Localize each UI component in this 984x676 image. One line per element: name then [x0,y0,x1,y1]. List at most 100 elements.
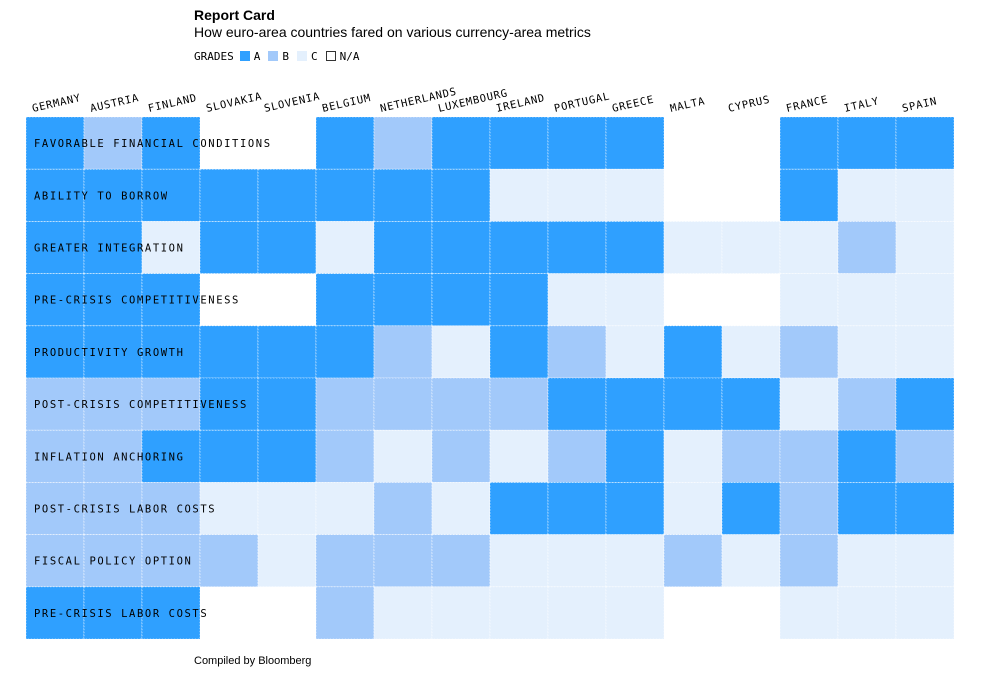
country-label: CYPRUS [727,94,771,115]
heatmap-cell [779,429,839,483]
heatmap-cells [25,116,955,640]
heatmap-cell [315,221,375,274]
heatmap-cell [257,534,317,588]
heatmap-cell [664,586,722,639]
heatmap-cell [663,429,723,483]
heatmap-cell [258,117,316,170]
heatmap-cell [779,168,839,222]
heatmap-cell [664,273,722,326]
heatmap-cell [721,482,781,535]
heatmap-cell [373,534,433,588]
heatmap-cell [257,377,317,431]
heatmap-cell [83,429,143,483]
heatmap-cell [431,482,491,535]
heatmap-cell [895,534,955,588]
heatmap-cell [431,116,491,170]
metric-label: PRODUCTIVITY GROWTH [34,347,185,359]
heatmap-cell [315,482,375,535]
heatmap-cell [200,273,258,326]
heatmap-cell [315,429,375,483]
heatmap-cell [25,534,85,588]
metric-labels: FAVORABLE FINANCIAL CONDITIONS ABILITY TO… [34,138,272,620]
heatmap-cell [779,273,839,327]
heatmap-cell [373,116,433,170]
heatmap-cell [895,586,955,640]
heatmap-cell [721,221,781,274]
metric-label: PRE-CRISIS COMPETITIVENESS [34,295,240,307]
heatmap-cell [837,429,897,483]
heatmap-cell [837,377,897,431]
heatmap-cell [779,221,839,274]
heatmap-cell [25,429,85,483]
legend-swatch-a [239,51,250,61]
heatmap-cell [258,586,316,639]
metric-label: POST-CRISIS COMPETITIVENESS [34,399,248,411]
heatmap-cell [547,534,607,588]
heatmap-cell [547,168,607,222]
legend-item-b: B [268,50,289,63]
heatmap-cell [837,273,897,327]
heatmap-cell [431,377,491,431]
heatmap-cell [373,168,433,222]
legend: GRADES A B C N/A [194,48,368,64]
heatmap-cell [315,116,375,170]
metric-label: FAVORABLE FINANCIAL CONDITIONS [34,138,272,150]
heatmap-cell [605,482,665,535]
heatmap-cell [489,325,549,379]
heatmap-cell [83,534,143,588]
heatmap-cell [431,273,491,327]
heatmap-cell [315,325,375,379]
heatmap-cell [605,273,665,327]
heatmap-cell [489,586,549,640]
heatmap-cell [315,377,375,431]
heatmap-cell [837,325,897,379]
heatmap-cell [83,221,143,274]
heatmap-cell [373,221,433,274]
heatmap-cell [373,482,433,535]
heatmap-cell [895,116,955,170]
country-label: FINLAND [147,92,198,115]
heatmap-cell [547,325,607,379]
heatmap-cell [431,168,491,222]
legend-item-a: A [239,50,260,63]
heatmap-cell [779,116,839,170]
heatmap-cell [200,586,258,639]
legend-swatch-c [297,51,307,61]
heatmap-cell [489,429,549,483]
heatmap-cell [663,221,723,274]
heatmap-cell [895,221,955,274]
heatmap-cell [721,377,781,431]
heatmap-cell [547,221,607,274]
heatmap-cell [141,325,201,379]
heatmap-cell [779,586,839,640]
heatmap-cell [431,429,491,483]
heatmap-cell [258,273,316,326]
legend-label-na: N/A [339,49,360,63]
heatmap-cell [489,273,549,327]
heatmap-cell [895,429,955,483]
heatmap-cell [605,325,665,379]
heatmap-cell [547,377,607,431]
heatmap-cell [199,482,259,535]
legend-label-b: B [282,49,289,63]
heatmap-cell [605,377,665,431]
heatmap-cell [721,534,781,588]
heatmap-cell [315,273,375,327]
heatmap-cell [722,169,780,222]
heatmap-cell [199,534,259,588]
heatmap-cell [373,273,433,327]
heatmap-cell [605,534,665,588]
legend-item-c: C [297,50,318,63]
legend-title: GRADES [194,49,234,63]
heatmap-cell [547,116,607,170]
heatmap-cell [837,482,897,535]
heatmap-cell [141,116,201,170]
heatmap-cell [663,325,723,379]
legend-label-c: C [311,49,318,63]
heatmap-cell [895,273,955,327]
legend-swatch-b [268,51,279,61]
heatmap-cell [489,116,549,170]
heatmap-cell [141,273,201,327]
heatmap-cell [663,482,723,535]
